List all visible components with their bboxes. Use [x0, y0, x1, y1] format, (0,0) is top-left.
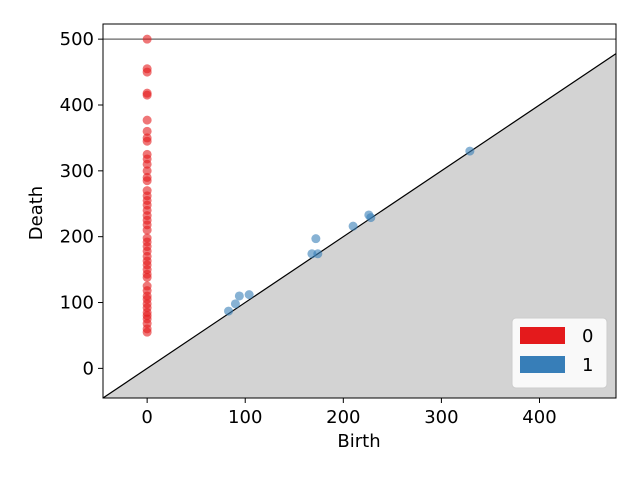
x-tick-label: 100	[228, 407, 262, 428]
data-point-h1	[366, 213, 376, 223]
y-axis-label: Death	[26, 186, 47, 240]
data-point-h1	[465, 146, 475, 156]
data-point-h1	[311, 234, 321, 244]
legend-swatch-1	[520, 356, 565, 373]
x-axis-label: Birth	[337, 431, 380, 452]
legend: 01	[511, 317, 608, 389]
y-tick-label: 300	[60, 161, 94, 182]
legend-label-0: 0	[582, 326, 593, 347]
data-point-h0	[142, 273, 152, 282]
y-tick-label: 500	[60, 29, 94, 50]
data-point-h0	[142, 176, 152, 186]
data-point-h0	[142, 159, 152, 169]
data-point-h1	[244, 290, 254, 300]
legend-label-1: 1	[582, 355, 593, 376]
y-tick-label: 200	[60, 227, 94, 248]
data-point-h0	[142, 34, 152, 44]
x-tick-label: 200	[326, 407, 360, 428]
data-point-h0	[142, 115, 152, 125]
data-point-h1	[348, 221, 358, 231]
data-point-h0	[142, 327, 152, 337]
y-tick-label: 0	[83, 358, 94, 379]
data-point-h1	[230, 299, 240, 309]
data-point-h0	[142, 225, 152, 235]
diagonal-line	[103, 53, 616, 398]
data-point-h1	[234, 291, 244, 301]
data-point-h1	[224, 306, 234, 316]
plot-frame	[102, 23, 617, 399]
x-tick-label: 400	[522, 407, 556, 428]
data-point-h0	[142, 136, 152, 146]
data-points	[142, 34, 475, 337]
x-tick-label: 300	[424, 407, 458, 428]
data-point-h0	[142, 67, 152, 77]
x-tick-label: 0	[141, 407, 152, 428]
data-point-h0	[142, 90, 152, 100]
data-point-h1	[313, 249, 323, 259]
data-point-h0	[142, 126, 152, 136]
data-point-h0	[142, 166, 152, 176]
legend-swatch-0	[520, 327, 565, 344]
plot-background	[103, 24, 616, 398]
y-tick-label: 100	[60, 293, 94, 314]
y-tick-label: 400	[60, 95, 94, 116]
